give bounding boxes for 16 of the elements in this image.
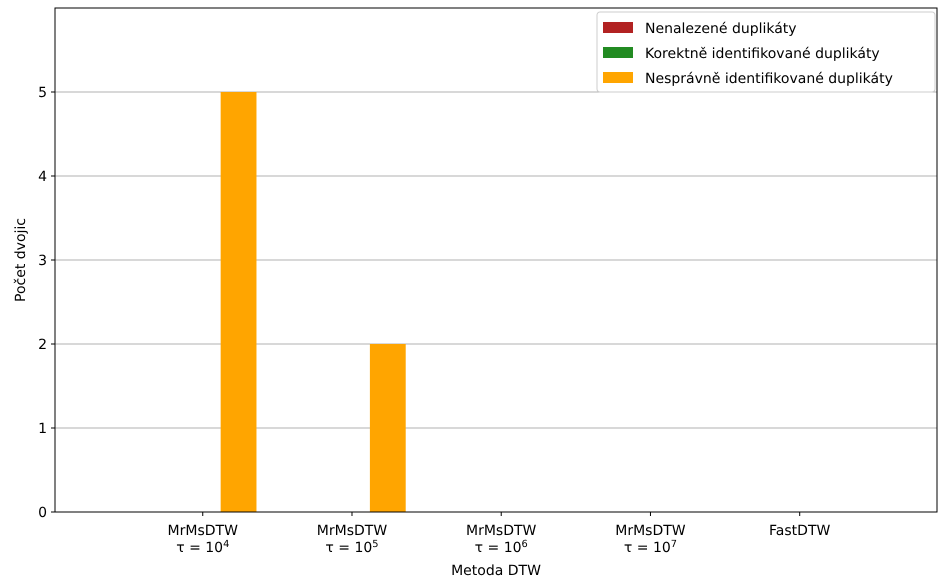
y-tick-label: 0 [38,505,47,521]
x-axis-title: Metoda DTW [451,563,542,579]
y-axis-title: Počet dvojic [13,218,29,302]
x-tick-label: FastDTW [769,523,831,539]
y-tick-label: 2 [38,337,47,353]
legend-label: Korektně identifikované duplikáty [645,46,880,62]
y-tick-label: 1 [38,421,47,437]
y-tick-label: 5 [38,85,47,101]
legend-label: Nenalezené duplikáty [645,21,797,37]
y-tick-label: 3 [38,253,47,269]
x-tick-label: MrMsDTW τ = 10$^{4}$ [168,523,238,556]
legend-label: Nesprávně identifikované duplikáty [645,71,893,87]
y-tick-label: 4 [38,169,48,185]
x-tick-label: MrMsDTW τ = 10$^{7}$ [615,523,686,556]
x-tick-label: MrMsDTW τ = 10$^{5}$ [316,523,388,556]
x-tick-label: MrMsDTW τ = 10$^{6}$ [466,523,537,556]
